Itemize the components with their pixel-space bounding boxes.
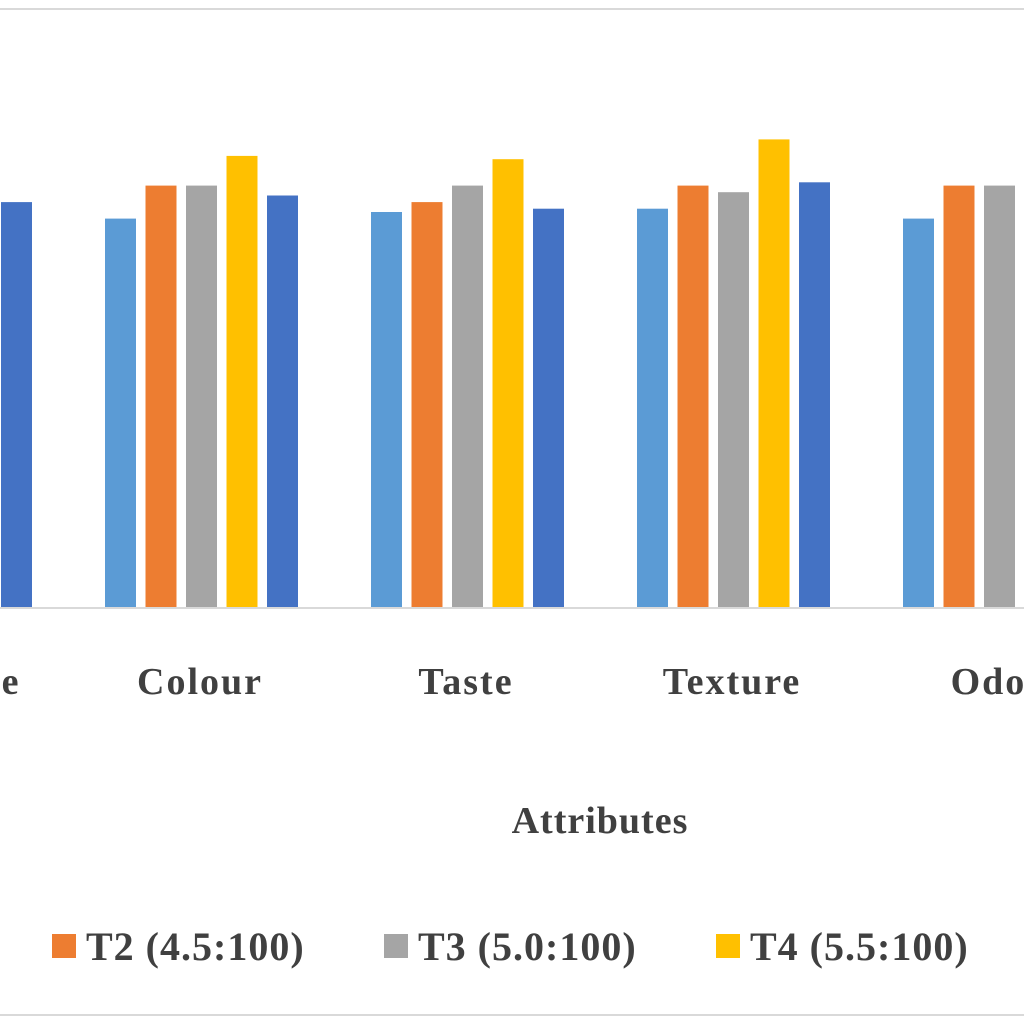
category-label-appearance: nce xyxy=(0,661,20,703)
category-label-taste: Taste xyxy=(418,661,513,703)
category-label-odour: Odou xyxy=(951,661,1024,703)
legend-swatch-series-2 xyxy=(52,934,76,958)
bar-colour-series-2 xyxy=(145,185,177,608)
bar-colour-series-4 xyxy=(226,155,258,608)
bar-taste-series-3 xyxy=(452,185,483,608)
legend-label-series-2: T2 (4.5:100) xyxy=(86,924,305,969)
bar-taste-series-4 xyxy=(492,159,524,608)
bar-odour-series-2 xyxy=(943,185,975,608)
bar-texture-series-2 xyxy=(677,185,709,608)
bar-colour-series-1 xyxy=(105,218,136,608)
legend-swatch-series-3 xyxy=(384,934,408,958)
bars-layer xyxy=(1,139,1015,609)
bar-odour-series-1 xyxy=(903,218,934,608)
legend: T2 (4.5:100) T3 (5.0:100) T4 (5.5:100) xyxy=(52,924,969,969)
legend-label-series-4: T4 (5.5:100) xyxy=(750,924,969,969)
bar-taste-series-1 xyxy=(371,212,402,608)
bar-colour-series-3 xyxy=(186,185,217,608)
legend-swatch-series-4 xyxy=(716,934,740,958)
frame-bottom-border xyxy=(0,1014,1024,1016)
bar-colour-series-5 xyxy=(267,195,298,608)
bar-taste-series-2 xyxy=(411,202,443,608)
category-label-colour: Colour xyxy=(137,661,263,703)
bar-texture-series-5 xyxy=(799,182,830,609)
category-labels: nce Colour Taste Texture Odou xyxy=(0,661,1024,703)
x-axis-title: Attributes xyxy=(512,800,689,842)
bar-texture-series-1 xyxy=(637,208,668,608)
bar-texture-series-3 xyxy=(718,192,749,608)
bar-appearance-series-5 xyxy=(1,202,32,608)
category-label-texture: Texture xyxy=(663,661,802,703)
frame-top-border xyxy=(0,8,1024,10)
bar-texture-series-4 xyxy=(758,139,790,608)
bar-taste-series-5 xyxy=(533,208,564,608)
bar-odour-series-3 xyxy=(984,185,1015,608)
legend-label-series-3: T3 (5.0:100) xyxy=(418,924,637,969)
